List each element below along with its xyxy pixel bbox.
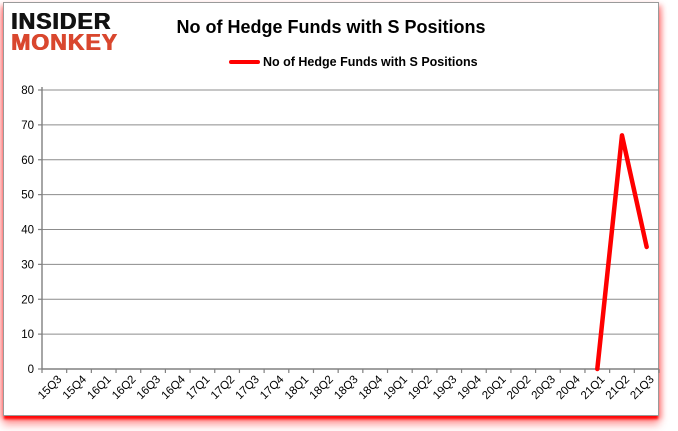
x-tick-label: 19Q1 <box>382 374 410 402</box>
x-tick-label: 18Q2 <box>308 374 336 402</box>
x-tick-label: 18Q1 <box>283 374 311 402</box>
y-tick-label: 60 <box>21 155 34 167</box>
x-tick-label: 15Q4 <box>61 373 90 402</box>
x-tick-label: 17Q3 <box>234 374 262 402</box>
x-tick-label: 17Q4 <box>258 373 287 402</box>
x-tick-label: 20Q3 <box>530 374 558 402</box>
x-tick-label: 16Q1 <box>85 374 113 402</box>
logo-line-monkey: MONKEY <box>11 29 118 56</box>
x-tick-label: 20Q2 <box>505 374 533 402</box>
x-tick-label: 17Q2 <box>209 374 237 402</box>
x-tick-label: 17Q1 <box>184 374 212 402</box>
legend-line-swatch <box>229 59 260 65</box>
plot-area: 0 10 20 30 40 50 60 70 80 15Q315Q416Q116Q216Q316Q… <box>21 85 660 402</box>
x-tick-label: 16Q2 <box>110 374 138 402</box>
x-tick-label: 19Q3 <box>431 374 459 402</box>
y-tick-label: 30 <box>21 259 34 271</box>
y-tick-label: 70 <box>21 120 34 132</box>
legend-label: No of Hedge Funds with S Positions <box>263 55 478 69</box>
y-tick-label: 10 <box>21 329 34 341</box>
y-tick-label: 80 <box>21 85 34 97</box>
x-tick-label: 20Q4 <box>554 373 583 402</box>
y-tick-label: 20 <box>21 294 34 306</box>
logo-line-insider: INSIDER <box>11 8 112 34</box>
x-tick-label: 16Q3 <box>135 374 163 402</box>
chart-title: No of Hedge Funds with S Positions <box>176 17 486 37</box>
chart-container: INSIDER MONKEY No of Hedge Funds with S … <box>3 2 660 416</box>
x-tick-label: 20Q1 <box>480 374 508 402</box>
y-tick-label: 40 <box>21 225 34 237</box>
x-tick-label: 18Q3 <box>332 374 360 402</box>
y-tick-label: 50 <box>21 190 34 202</box>
insider-monkey-logo: INSIDER MONKEY <box>11 8 118 56</box>
x-tick-label: 15Q3 <box>36 374 64 402</box>
x-tick-label: 18Q4 <box>357 373 386 402</box>
x-tick-label: 21Q3 <box>628 374 656 402</box>
x-tick-label: 19Q4 <box>456 373 485 402</box>
y-tick-label: 0 <box>28 364 34 376</box>
x-tick-label: 21Q1 <box>579 374 607 402</box>
legend: No of Hedge Funds with S Positions <box>229 54 478 70</box>
series-line-hedge-funds <box>595 133 649 372</box>
x-tick-label: 19Q2 <box>406 374 434 402</box>
x-tick-label: 21Q2 <box>604 374 632 402</box>
x-tick-label: 16Q4 <box>159 373 188 402</box>
